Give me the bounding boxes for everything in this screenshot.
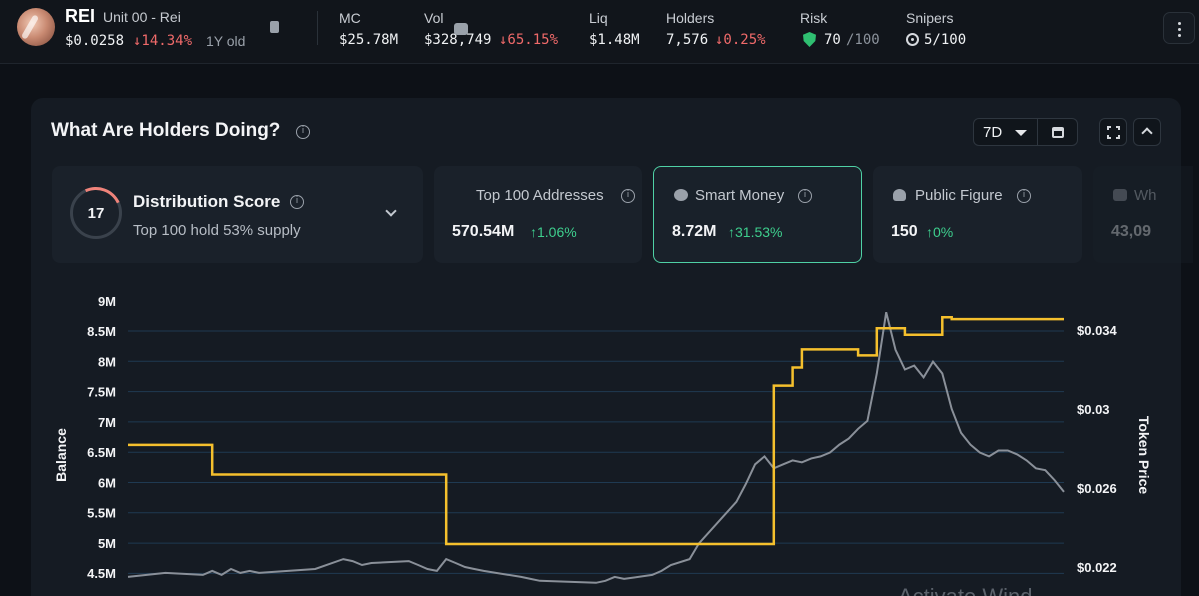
token-symbol: REI [65, 6, 96, 26]
vol-label: Vol [424, 10, 444, 26]
mc-value: $25.78M [339, 32, 399, 48]
liq-value: $1.48M [589, 32, 640, 48]
y-tick-label: 6M [98, 475, 116, 490]
vol-change: ↓65.15% [499, 32, 559, 48]
y2-tick-label: $0.022 [1077, 560, 1117, 575]
watermark-text: Activate Wind [898, 584, 1033, 596]
y-axis-label: Balance [53, 428, 69, 482]
y-tick-label: 7.5M [87, 385, 116, 400]
score-ring [70, 187, 122, 239]
y-tick-label: 8M [98, 354, 116, 369]
y-tick-label: 9M [98, 294, 116, 309]
public-figure-change: ↑0% [926, 224, 954, 240]
smart-money-card[interactable] [653, 166, 862, 263]
target-icon [906, 33, 919, 46]
wallet-icon [454, 23, 468, 35]
public-figure-card[interactable] [873, 166, 1082, 263]
risk-max: /100 [846, 32, 880, 48]
risk-value: 70 [824, 32, 841, 48]
whale-icon [1113, 189, 1127, 201]
token-age: 1Y old [206, 33, 246, 49]
top100-change: ↑1.06% [530, 224, 577, 240]
whale-label: Wh [1134, 187, 1157, 204]
y-tick-label: 8.5M [87, 324, 116, 339]
range-select[interactable]: 7D [973, 118, 1038, 146]
top100-label: Top 100 Addresses [476, 187, 604, 204]
price-series-line [127, 311, 1065, 584]
smart-money-change: ↑31.53% [728, 224, 783, 240]
y2-tick-label: $0.034 [1077, 323, 1118, 338]
whale-value: 43,09 [1111, 223, 1152, 240]
token-price: $0.0258 [65, 33, 125, 49]
top100-value: 570.54M [452, 223, 515, 240]
panel-title: What Are Holders Doing? [51, 120, 281, 141]
y-tick-label: 4.5M [87, 566, 116, 581]
public-figure-label: Public Figure [915, 187, 1003, 204]
token-price-change: ↓14.34% [133, 33, 193, 49]
collapse-button[interactable] [1133, 118, 1161, 146]
expand-icon [1106, 125, 1121, 140]
info-icon[interactable]: i [290, 195, 304, 209]
snipers-value: 5/100 [924, 32, 967, 48]
lightbulb-icon [893, 189, 906, 201]
top100-card[interactable] [434, 166, 642, 263]
liq-label: Liq [589, 10, 608, 26]
holders-label: Holders [666, 10, 715, 26]
smart-money-icon [674, 189, 688, 201]
y2-tick-label: $0.03 [1077, 402, 1110, 417]
info-icon[interactable]: i [798, 189, 812, 203]
fullscreen-button[interactable] [1099, 118, 1127, 146]
range-select-value: 7D [983, 124, 1003, 141]
more-options-button[interactable] [1163, 12, 1195, 44]
copy-icon[interactable] [270, 21, 279, 33]
caret-down-icon [1015, 130, 1027, 136]
y-tick-label: 5.5M [87, 506, 116, 521]
y-tick-label: 7M [98, 415, 116, 430]
info-icon[interactable]: i [621, 189, 635, 203]
token-avatar[interactable] [17, 8, 55, 46]
y-tick-label: 5M [98, 536, 116, 551]
y2-axis-label: Token Price [1136, 416, 1152, 495]
risk-label: Risk [800, 10, 828, 26]
calendar-icon [1052, 127, 1064, 138]
y-tick-label: 6.5M [87, 445, 116, 460]
info-icon[interactable]: i [296, 125, 310, 139]
distribution-score-title: Distribution Score [133, 192, 281, 211]
whale-card[interactable] [1093, 166, 1193, 263]
info-icon[interactable]: i [1017, 189, 1031, 203]
balance-series-line [128, 316, 1064, 546]
snipers-label: Snipers [906, 10, 954, 26]
vol-value: $328,749 [424, 32, 492, 48]
calendar-button[interactable] [1038, 118, 1078, 146]
header-divider [317, 11, 318, 45]
distribution-score-value: 17 [87, 205, 105, 222]
shield-icon [803, 32, 816, 47]
smart-money-label: Smart Money [695, 187, 785, 204]
more-dot-icon [1178, 34, 1181, 37]
mc-label: MC [339, 10, 361, 26]
holders-value: 7,576 [666, 32, 709, 48]
smart-money-value: 8.72M [672, 223, 717, 240]
public-figure-value: 150 [891, 223, 918, 240]
more-dot-icon [1178, 28, 1181, 31]
holders-change: ↓0.25% [715, 32, 766, 48]
distribution-score-subtitle: Top 100 hold 53% supply [133, 222, 301, 239]
token-name: Unit 00 - Rei [103, 9, 181, 25]
token-header: REI Unit 00 - Rei $0.0258 ↓14.34% 1Y old… [0, 0, 1199, 64]
y2-tick-label: $0.026 [1077, 481, 1117, 496]
more-dot-icon [1178, 22, 1181, 25]
